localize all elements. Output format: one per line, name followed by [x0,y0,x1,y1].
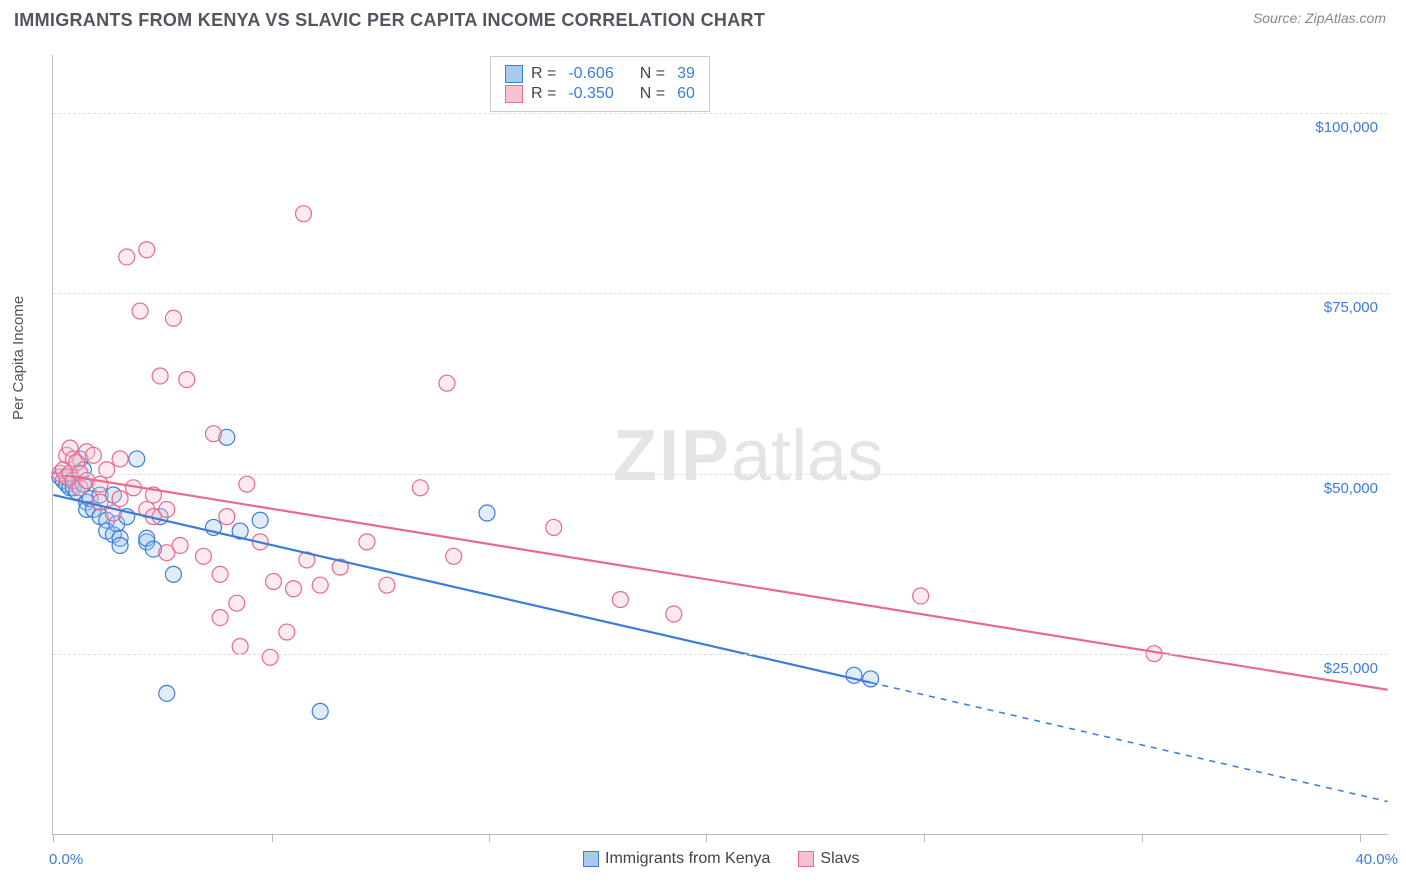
source-attribution: Source: ZipAtlas.com [1253,10,1386,26]
r-label: R = [531,65,556,83]
legend-label-slavs: Slavs [820,850,859,867]
data-point-slavs [159,501,175,517]
x-tick [53,834,54,842]
gridline [53,474,1388,475]
data-point-slavs [612,592,628,608]
r-label: R = [531,85,556,103]
plot-svg [53,55,1388,834]
data-point-slavs [262,649,278,665]
data-point-slavs [92,476,108,492]
data-point-slavs [132,303,148,319]
data-point-slavs [239,476,255,492]
data-point-slavs [112,491,128,507]
data-point-slavs [119,249,135,265]
y-tick-label: $100,000 [1315,119,1378,136]
data-point-slavs [312,577,328,593]
legend-swatch-slavs [798,851,814,867]
stats-row-slavs: R = -0.350 N = 60 [505,85,695,103]
n-value-slavs: 60 [677,85,695,103]
data-point-kenya [129,451,145,467]
n-label: N = [640,65,665,83]
data-point-slavs [286,581,302,597]
x-tick [1142,834,1143,842]
data-point-slavs [296,206,312,222]
x-tick [706,834,707,842]
y-axis-label: Per Capita Income [10,296,27,420]
data-point-slavs [195,548,211,564]
data-point-kenya [159,685,175,701]
y-tick-label: $25,000 [1324,660,1378,677]
chart-title: IMMIGRANTS FROM KENYA VS SLAVIC PER CAPI… [14,10,765,31]
gridline [53,654,1388,655]
stats-row-kenya: R = -0.606 N = 39 [505,65,695,83]
x-tick [489,834,490,842]
trend-line-slavs [53,473,1387,689]
y-tick-label: $75,000 [1324,299,1378,316]
data-point-slavs [99,462,115,478]
data-point-slavs [439,375,455,391]
n-value-kenya: 39 [677,65,695,83]
legend-swatch-kenya [583,851,599,867]
data-point-slavs [913,588,929,604]
data-point-slavs [112,451,128,467]
data-point-slavs [266,574,282,590]
data-point-slavs [229,595,245,611]
swatch-kenya [505,65,523,83]
data-point-slavs [205,426,221,442]
legend-label-kenya: Immigrants from Kenya [605,850,770,867]
data-point-kenya [112,537,128,553]
x-axis-start-label: 0.0% [49,851,83,868]
y-tick-label: $50,000 [1324,480,1378,497]
gridline [53,113,1388,114]
data-point-slavs [359,534,375,550]
gridline [53,293,1388,294]
legend: Immigrants from Kenya Slavs [583,850,860,868]
data-point-slavs [212,610,228,626]
data-point-kenya [165,566,181,582]
legend-item-kenya: Immigrants from Kenya [583,850,770,868]
data-point-slavs [85,447,101,463]
x-tick [272,834,273,842]
data-point-slavs [172,537,188,553]
correlation-stats-box: R = -0.606 N = 39 R = -0.350 N = 60 [490,56,710,112]
data-point-slavs [412,480,428,496]
data-point-kenya [252,512,268,528]
x-tick [1360,834,1361,842]
r-value-slavs: -0.350 [568,85,613,103]
data-point-slavs [212,566,228,582]
data-point-kenya [479,505,495,521]
trend-line-dashed-kenya [871,683,1388,802]
data-point-slavs [232,638,248,654]
data-point-slavs [379,577,395,593]
data-point-slavs [139,242,155,258]
data-point-kenya [312,703,328,719]
swatch-slavs [505,85,523,103]
data-point-slavs [446,548,462,564]
data-point-slavs [165,310,181,326]
data-point-slavs [279,624,295,640]
r-value-kenya: -0.606 [568,65,613,83]
data-point-slavs [152,368,168,384]
chart-plot-area: ZIPatlas R = -0.606 N = 39 R = -0.350 N … [52,55,1388,835]
legend-item-slavs: Slavs [798,850,859,868]
data-point-slavs [666,606,682,622]
data-point-slavs [179,372,195,388]
data-point-slavs [219,509,235,525]
data-point-slavs [546,519,562,535]
x-axis-end-label: 40.0% [1355,851,1398,868]
x-tick [924,834,925,842]
n-label: N = [640,85,665,103]
